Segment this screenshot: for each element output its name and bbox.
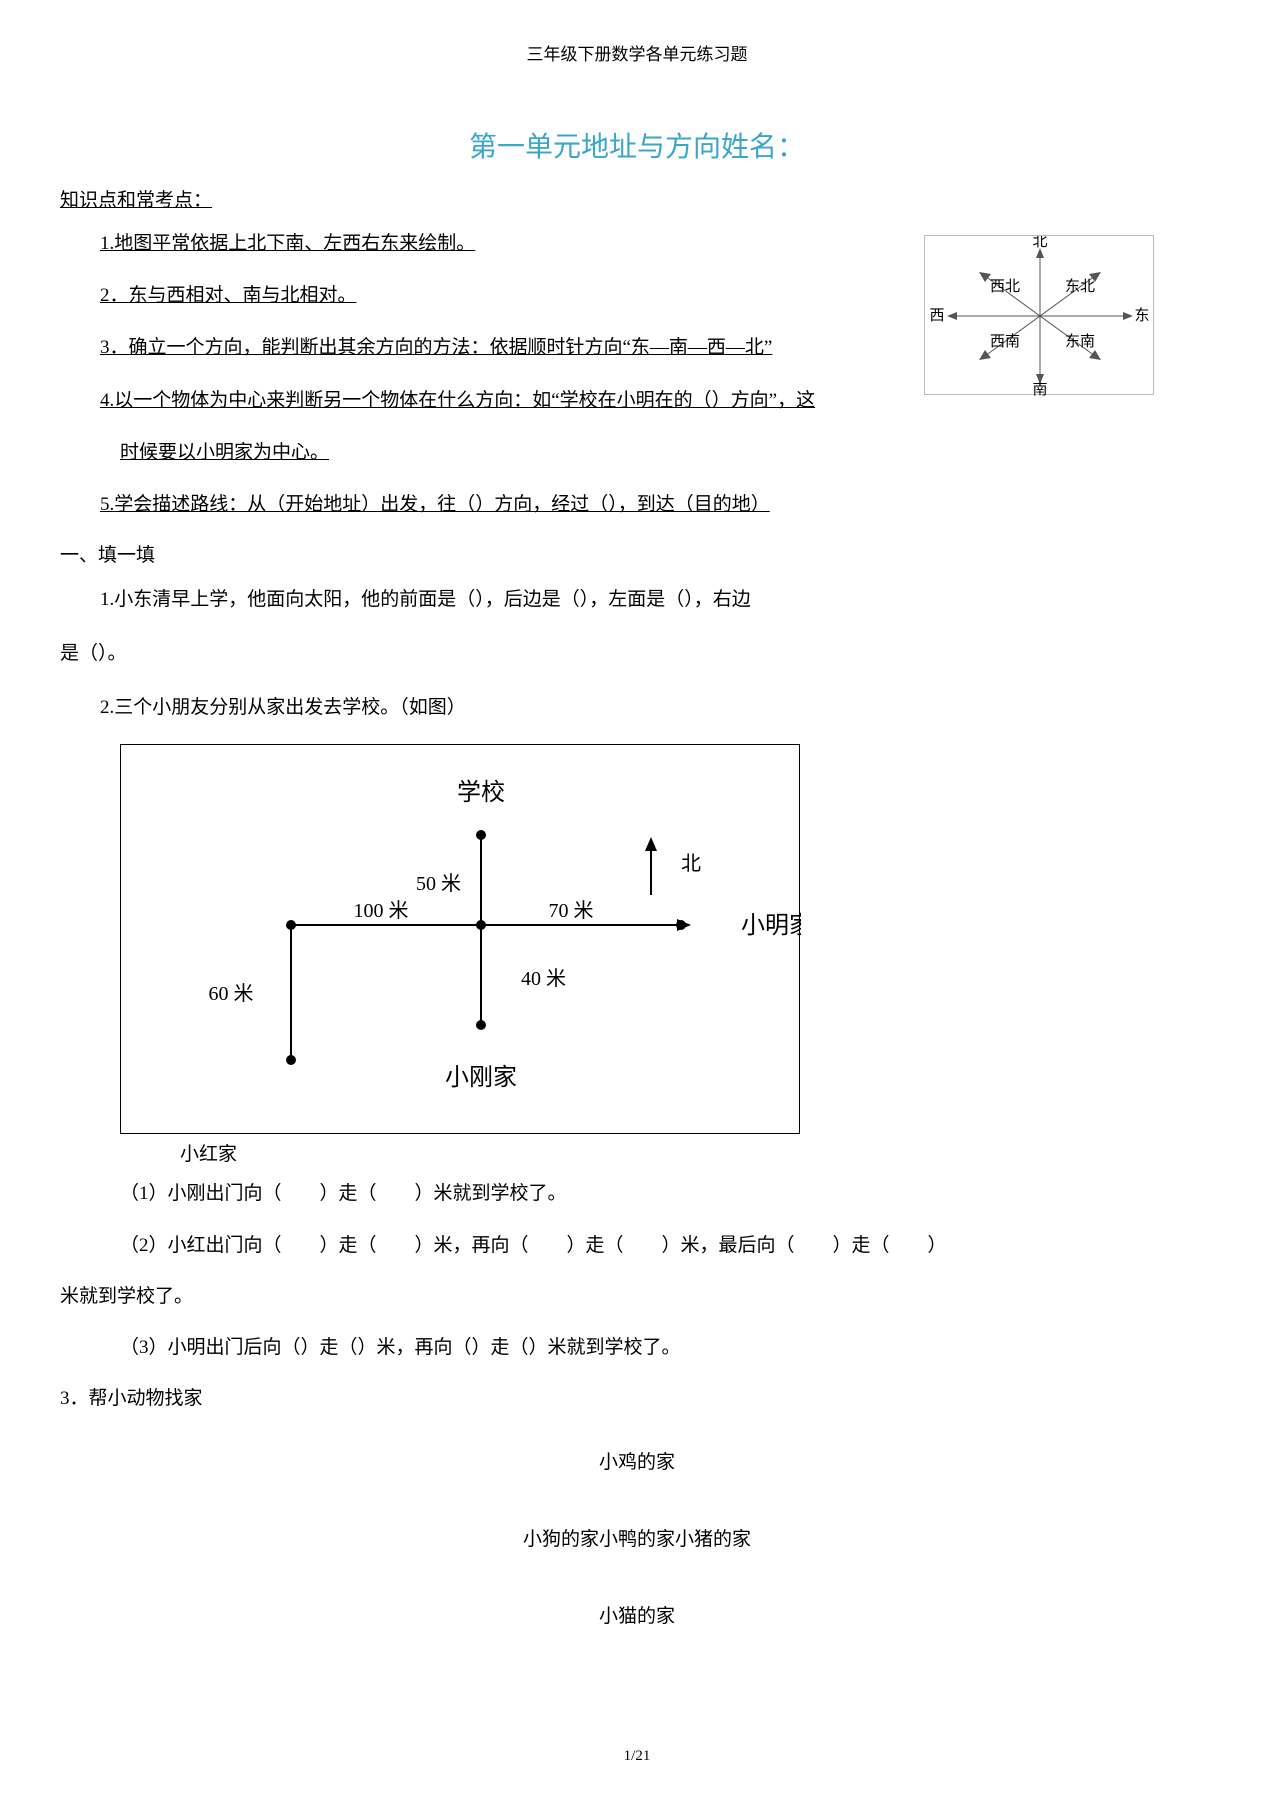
north-label: 北 (681, 852, 701, 875)
compass-s: 南 (1032, 381, 1047, 396)
section-1-heading: 一、填一填 (60, 540, 1214, 567)
dist-40: 40 米 (521, 967, 566, 990)
dist-50: 50 米 (416, 872, 461, 895)
node-center (476, 920, 486, 930)
knowledge-point-5: 5.学会描述路线：从（开始地址）出发，往（）方向，经过（），到达（目的地） (100, 488, 1214, 522)
node-xm (676, 920, 686, 930)
animal-chick: 小鸡的家 (60, 1447, 1214, 1474)
label-xg: 小刚家 (445, 1064, 517, 1091)
title-row: 第一单元地址与方向姓名： 北 南 东 西 西北 东北 (60, 125, 1214, 165)
compass-nw: 西北 (990, 278, 1020, 295)
question-3: 3．帮小动物找家 (60, 1381, 1214, 1417)
dist-100: 100 米 (354, 899, 409, 922)
compass-e: 东 (1134, 307, 1149, 324)
question-1b: 是（）。 (60, 636, 1214, 672)
north-arrow-head (645, 837, 657, 851)
question-2-2: （2）小红出门向（ ）走（ ）米，再向（ ）走（ ）米，最后向（ ）走（ ） (120, 1228, 1214, 1264)
node-school (476, 830, 486, 840)
compass-sw: 西南 (990, 333, 1020, 350)
dist-70: 70 米 (549, 899, 594, 922)
page-number: 1/21 (624, 1748, 651, 1765)
compass-diagram: 北 南 东 西 西北 东北 西南 东南 (924, 235, 1154, 395)
question-2-3: （3）小明出门后向（）走（）米，再向（）走（）米就到学校了。 (120, 1330, 1214, 1366)
question-2: 2.三个小朋友分别从家出发去学校。（如图） (100, 690, 1214, 726)
compass-svg: 北 南 东 西 西北 东北 西南 东南 (929, 236, 1149, 396)
document-header: 三年级下册数学各单元练习题 (60, 40, 1214, 65)
compass-se: 东南 (1065, 333, 1095, 350)
question-1: 1.小东清早上学，他面向太阳，他的前面是（），后边是（），左面是（），右边 (100, 582, 1214, 618)
compass-ne: 东北 (1065, 278, 1095, 295)
node-xh (286, 1055, 296, 1065)
map-diagram: 北 学校 小刚家 小明家 50 米 100 米 70 米 40 米 60 米 (120, 744, 800, 1134)
compass-n: 北 (1032, 236, 1047, 250)
node-left (286, 920, 296, 930)
knowledge-point-4b: 时候要以小明家为中心。 (120, 436, 1214, 470)
label-xh: 小红家 (180, 1139, 1214, 1166)
knowledge-heading: 知识点和常考点： (60, 185, 1214, 212)
label-xm: 小明家 (741, 912, 801, 939)
label-school: 学校 (457, 779, 505, 806)
question-2-1: （1）小刚出门向（ ）走（ ）米就到学校了。 (120, 1176, 1214, 1212)
question-2-2b: 米就到学校了。 (60, 1279, 1214, 1315)
animal-cat: 小猫的家 (60, 1601, 1214, 1628)
animal-dogduckpig: 小狗的家小鸭的家小猪的家 (60, 1524, 1214, 1551)
compass-w: 西 (929, 308, 944, 324)
dist-60: 60 米 (209, 982, 254, 1005)
node-xg (476, 1020, 486, 1030)
unit-title: 第一单元地址与方向姓名： (60, 125, 1214, 165)
